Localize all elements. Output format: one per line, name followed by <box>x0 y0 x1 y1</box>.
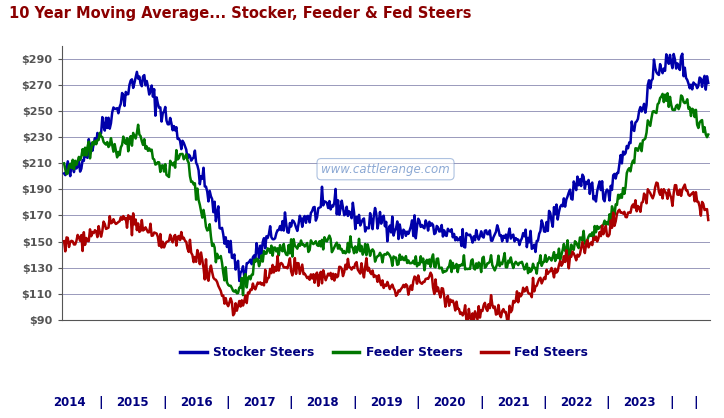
Text: |: | <box>669 395 674 409</box>
Text: 2022: 2022 <box>560 395 593 409</box>
Text: |: | <box>542 395 547 409</box>
Legend: Stocker Steers, Feeder Steers, Fed Steers: Stocker Steers, Feeder Steers, Fed Steer… <box>175 341 592 364</box>
Text: |: | <box>479 395 484 409</box>
Text: |: | <box>289 395 293 409</box>
Text: 2019: 2019 <box>370 395 403 409</box>
Text: |: | <box>606 395 610 409</box>
Text: 2018: 2018 <box>306 395 339 409</box>
Text: 2015: 2015 <box>117 395 149 409</box>
Text: |: | <box>98 395 103 409</box>
Text: |: | <box>694 395 698 409</box>
Text: 2017: 2017 <box>243 395 276 409</box>
Text: www.cattlerange.com: www.cattlerange.com <box>321 163 450 176</box>
Text: 2016: 2016 <box>180 395 212 409</box>
Text: 2021: 2021 <box>497 395 529 409</box>
Text: 10 Year Moving Average... Stocker, Feeder & Fed Steers: 10 Year Moving Average... Stocker, Feede… <box>9 6 471 21</box>
Text: |: | <box>352 395 357 409</box>
Text: 2020: 2020 <box>434 395 466 409</box>
Text: |: | <box>225 395 230 409</box>
Text: |: | <box>416 395 420 409</box>
Text: |: | <box>162 395 167 409</box>
Text: 2023: 2023 <box>623 395 656 409</box>
Text: 2014: 2014 <box>53 395 85 409</box>
